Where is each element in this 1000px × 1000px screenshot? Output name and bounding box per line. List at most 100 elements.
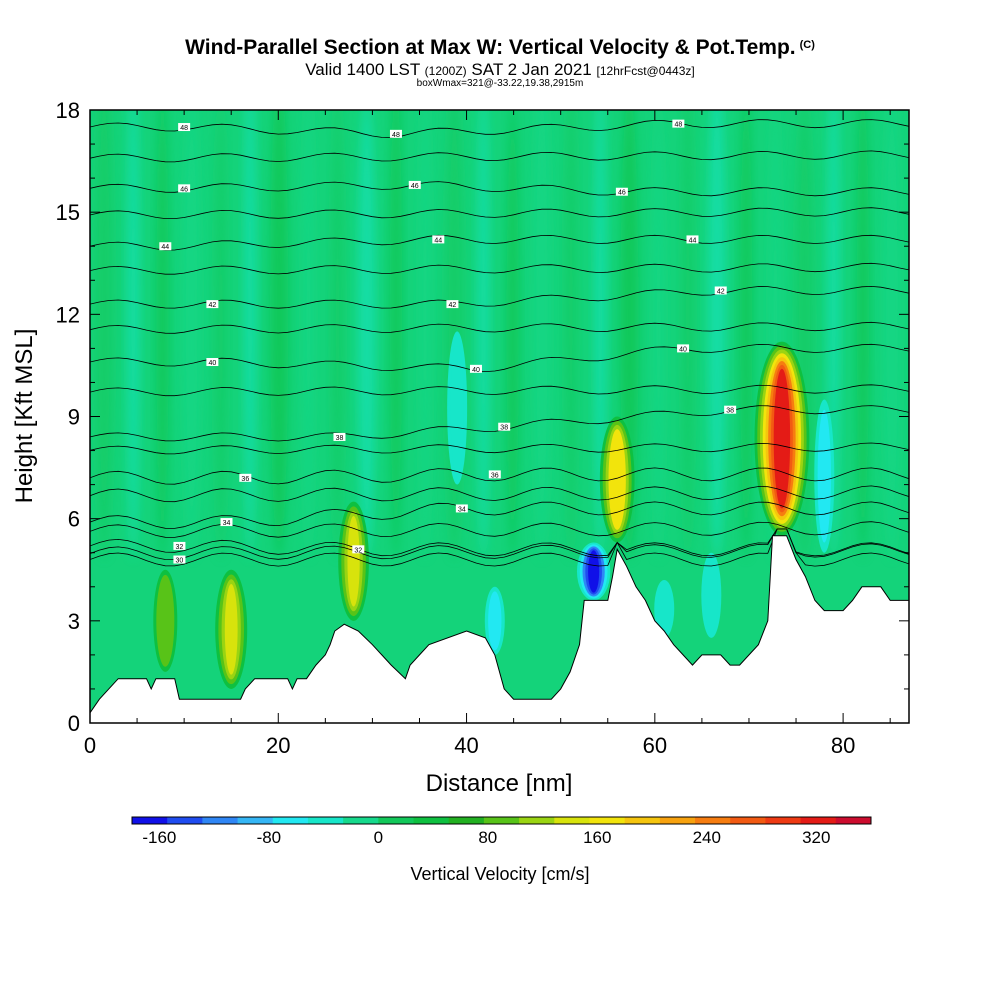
theta-label-box xyxy=(206,358,219,367)
colorbar-swatch xyxy=(765,817,802,824)
theta-label-box xyxy=(178,184,191,193)
colorbar-swatch xyxy=(519,817,555,824)
x-tick-label: 20 xyxy=(266,733,290,758)
velocity-streak xyxy=(182,110,201,560)
theta-label-box xyxy=(469,364,482,373)
x-axis-label: Distance [nm] xyxy=(426,770,573,797)
velocity-streak xyxy=(357,110,376,560)
valid-time: Valid 1400 LST xyxy=(305,60,420,79)
colorbar-swatch xyxy=(167,817,203,824)
forecast-info: [12hrFcst@0443z] xyxy=(596,64,695,78)
chart-subtitle: Valid 1400 LST (1200Z) SAT 2 Jan 2021 [1… xyxy=(0,60,1000,80)
velocity-core xyxy=(215,569,248,689)
velocity-core xyxy=(814,399,835,553)
y-tick-label: 9 xyxy=(68,405,80,430)
velocity-core xyxy=(576,542,611,601)
velocity-cores xyxy=(153,331,835,689)
velocity-core-band xyxy=(450,341,464,475)
theta-contour xyxy=(90,467,909,485)
x-tick-label: 40 xyxy=(454,733,478,758)
velocity-core xyxy=(754,341,810,536)
theta-label: 38 xyxy=(336,435,344,442)
y-tick-label: 15 xyxy=(56,200,80,225)
velocity-streak xyxy=(127,110,140,560)
velocity-streak xyxy=(419,110,432,560)
velocity-core xyxy=(654,579,675,638)
velocity-streak xyxy=(883,110,902,560)
colorbar-swatch xyxy=(659,817,696,824)
theta-label-box xyxy=(389,129,402,138)
theta-label-box xyxy=(615,187,628,196)
x-tick-label: 60 xyxy=(643,733,667,758)
theta-label-box xyxy=(173,555,186,564)
velocity-streak xyxy=(95,110,114,560)
colorbar-swatch xyxy=(624,817,661,824)
x-tick-label: 0 xyxy=(84,733,96,758)
colorbar-tick-label: 0 xyxy=(374,828,383,847)
velocity-streak xyxy=(707,110,726,560)
theta-label: 44 xyxy=(161,244,169,251)
velocity-core-band xyxy=(817,409,831,543)
theta-label-box xyxy=(220,518,233,527)
theta-label-box xyxy=(446,300,459,309)
theta-label: 40 xyxy=(472,367,480,374)
velocity-streak xyxy=(532,110,551,560)
theta-contour xyxy=(90,234,909,251)
theta-contour xyxy=(90,207,909,219)
theta-label: 42 xyxy=(208,302,216,309)
colorbar-swatch xyxy=(730,817,766,824)
velocity-core xyxy=(701,552,722,638)
theta-label-box xyxy=(432,235,445,244)
colorbar-swatch xyxy=(483,817,520,824)
theta-label-box xyxy=(714,286,727,295)
colorbar-swatch xyxy=(307,817,344,824)
colorbar-swatch xyxy=(695,817,731,824)
colorbar xyxy=(131,816,872,825)
colorbar-swatch xyxy=(237,817,274,824)
colorbar-ticks: -160 -80 0 80 160 240 320 xyxy=(142,828,830,847)
colorbar-swatch xyxy=(589,817,626,824)
theta-label-box xyxy=(333,432,346,441)
theta-label: 48 xyxy=(392,132,400,139)
colorbar-tick-label: 320 xyxy=(802,828,830,847)
colorbar-swatch xyxy=(202,817,239,824)
velocity-core xyxy=(153,569,178,672)
velocity-streak xyxy=(244,110,257,560)
theta-contour xyxy=(90,343,909,373)
theta-label-box xyxy=(352,545,365,554)
velocity-core-band xyxy=(488,591,502,651)
theta-label: 30 xyxy=(176,558,184,565)
theta-label-box xyxy=(206,300,219,309)
velocity-streak xyxy=(214,110,227,560)
theta-label: 42 xyxy=(449,302,457,309)
colorbar-label: Vertical Velocity [cm/s] xyxy=(410,864,590,884)
velocity-streak xyxy=(389,110,402,560)
theta-label: 46 xyxy=(180,186,188,193)
theta-label: 34 xyxy=(223,520,231,527)
theta-label-box xyxy=(488,470,501,479)
theta-label-box xyxy=(159,242,172,251)
theta-contour xyxy=(90,181,909,197)
theta-label: 38 xyxy=(726,408,734,415)
velocity-streak xyxy=(506,110,519,560)
colorbar-tick-label: -80 xyxy=(257,828,282,847)
velocity-streak xyxy=(740,110,753,560)
y-axis-label: Height [Kft MSL] xyxy=(11,329,38,504)
velocity-streaks xyxy=(95,110,902,560)
colorbar-tick-label: 240 xyxy=(693,828,721,847)
y-tick-label: 3 xyxy=(68,609,80,634)
theta-label: 42 xyxy=(717,288,725,295)
y-tick-label: 12 xyxy=(56,302,80,327)
theta-contour xyxy=(90,442,909,455)
chart-title: Wind-Parallel Section at Max W: Vertical… xyxy=(0,36,1000,60)
velocity-streak xyxy=(565,110,578,560)
theta-label: 40 xyxy=(208,360,216,367)
velocity-core-band xyxy=(776,372,788,505)
theta-label-box xyxy=(408,180,421,189)
theta-contour xyxy=(90,485,909,503)
copyright-mark: (C) xyxy=(799,39,815,51)
theta-label: 40 xyxy=(679,346,687,353)
chart-title-text: Wind-Parallel Section at Max W: Vertical… xyxy=(185,36,796,59)
colorbar-swatch xyxy=(272,817,309,824)
